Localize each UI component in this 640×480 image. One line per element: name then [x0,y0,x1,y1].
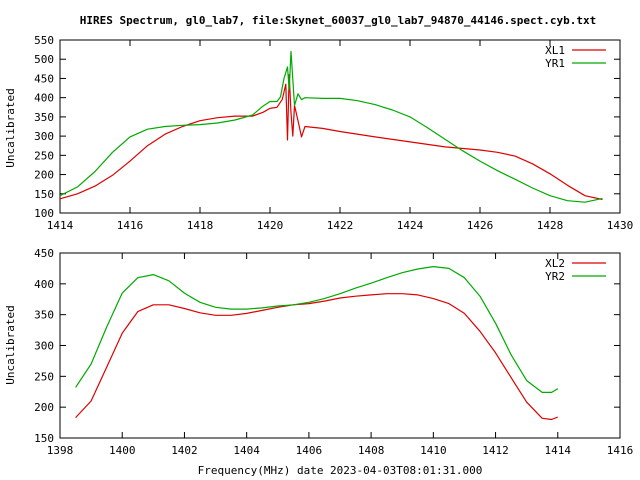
plot-frame-1 [59,39,621,214]
y-tick-label-1: 250 [34,149,54,162]
x-axis-label: Frequency(MHz) date 2023-04-03T08:01:31.… [198,464,483,477]
x-tick-label-2: 1402 [171,444,198,457]
plot-frame-2 [59,252,621,439]
y-axis-label-1: Uncalibrated [4,88,17,167]
figure-title: HIRES Spectrum, gl0_lab7, file:Skynet_60… [80,14,597,27]
y-tick-label-1: 150 [34,188,54,201]
x-tick-label-1: 1430 [607,219,634,232]
series-line-xl2 [75,293,559,421]
y-axis-label-2: Uncalibrated [4,305,17,384]
x-tick-label-1: 1418 [187,219,214,232]
legend-label-xl2: XL2 [545,257,565,270]
legend-label-yr1: YR1 [545,57,565,70]
x-tick-label-2: 1410 [420,444,447,457]
y-tick-label-1: 200 [34,169,54,182]
series-line-yr1 [59,50,603,203]
x-tick-label-1: 1414 [47,219,74,232]
x-tick-label-1: 1428 [537,219,564,232]
legend-label-yr2: YR2 [545,270,565,283]
x-tick-label-2: 1416 [607,444,634,457]
y-tick-label-1: 350 [34,111,54,124]
x-tick-label-1: 1416 [117,219,144,232]
y-tick-label-2: 300 [34,340,54,353]
y-tick-label-2: 350 [34,309,54,322]
legend-label-xl1: XL1 [545,44,565,57]
x-tick-label-2: 1400 [109,444,136,457]
y-tick-label-2: 400 [34,278,54,291]
x-tick-label-2: 1404 [233,444,260,457]
x-tick-label-2: 1412 [482,444,509,457]
x-tick-label-1: 1422 [327,219,354,232]
x-tick-label-2: 1408 [358,444,385,457]
x-tick-label-1: 1420 [257,219,284,232]
y-tick-label-2: 450 [34,247,54,260]
y-tick-label-2: 150 [34,432,54,445]
y-tick-label-1: 100 [34,207,54,220]
x-tick-label-2: 1414 [545,444,572,457]
y-tick-label-2: 250 [34,370,54,383]
series-line-xl1 [59,73,603,201]
series-line-yr2 [75,266,559,393]
y-tick-label-2: 200 [34,401,54,414]
x-tick-label-2: 1406 [296,444,323,457]
y-tick-label-1: 400 [34,92,54,105]
y-tick-label-1: 300 [34,130,54,143]
y-tick-label-1: 550 [34,34,54,47]
x-tick-label-1: 1426 [467,219,494,232]
y-tick-label-1: 450 [34,72,54,85]
x-tick-label-1: 1424 [397,219,424,232]
y-tick-label-1: 500 [34,53,54,66]
x-tick-label-2: 1398 [47,444,74,457]
